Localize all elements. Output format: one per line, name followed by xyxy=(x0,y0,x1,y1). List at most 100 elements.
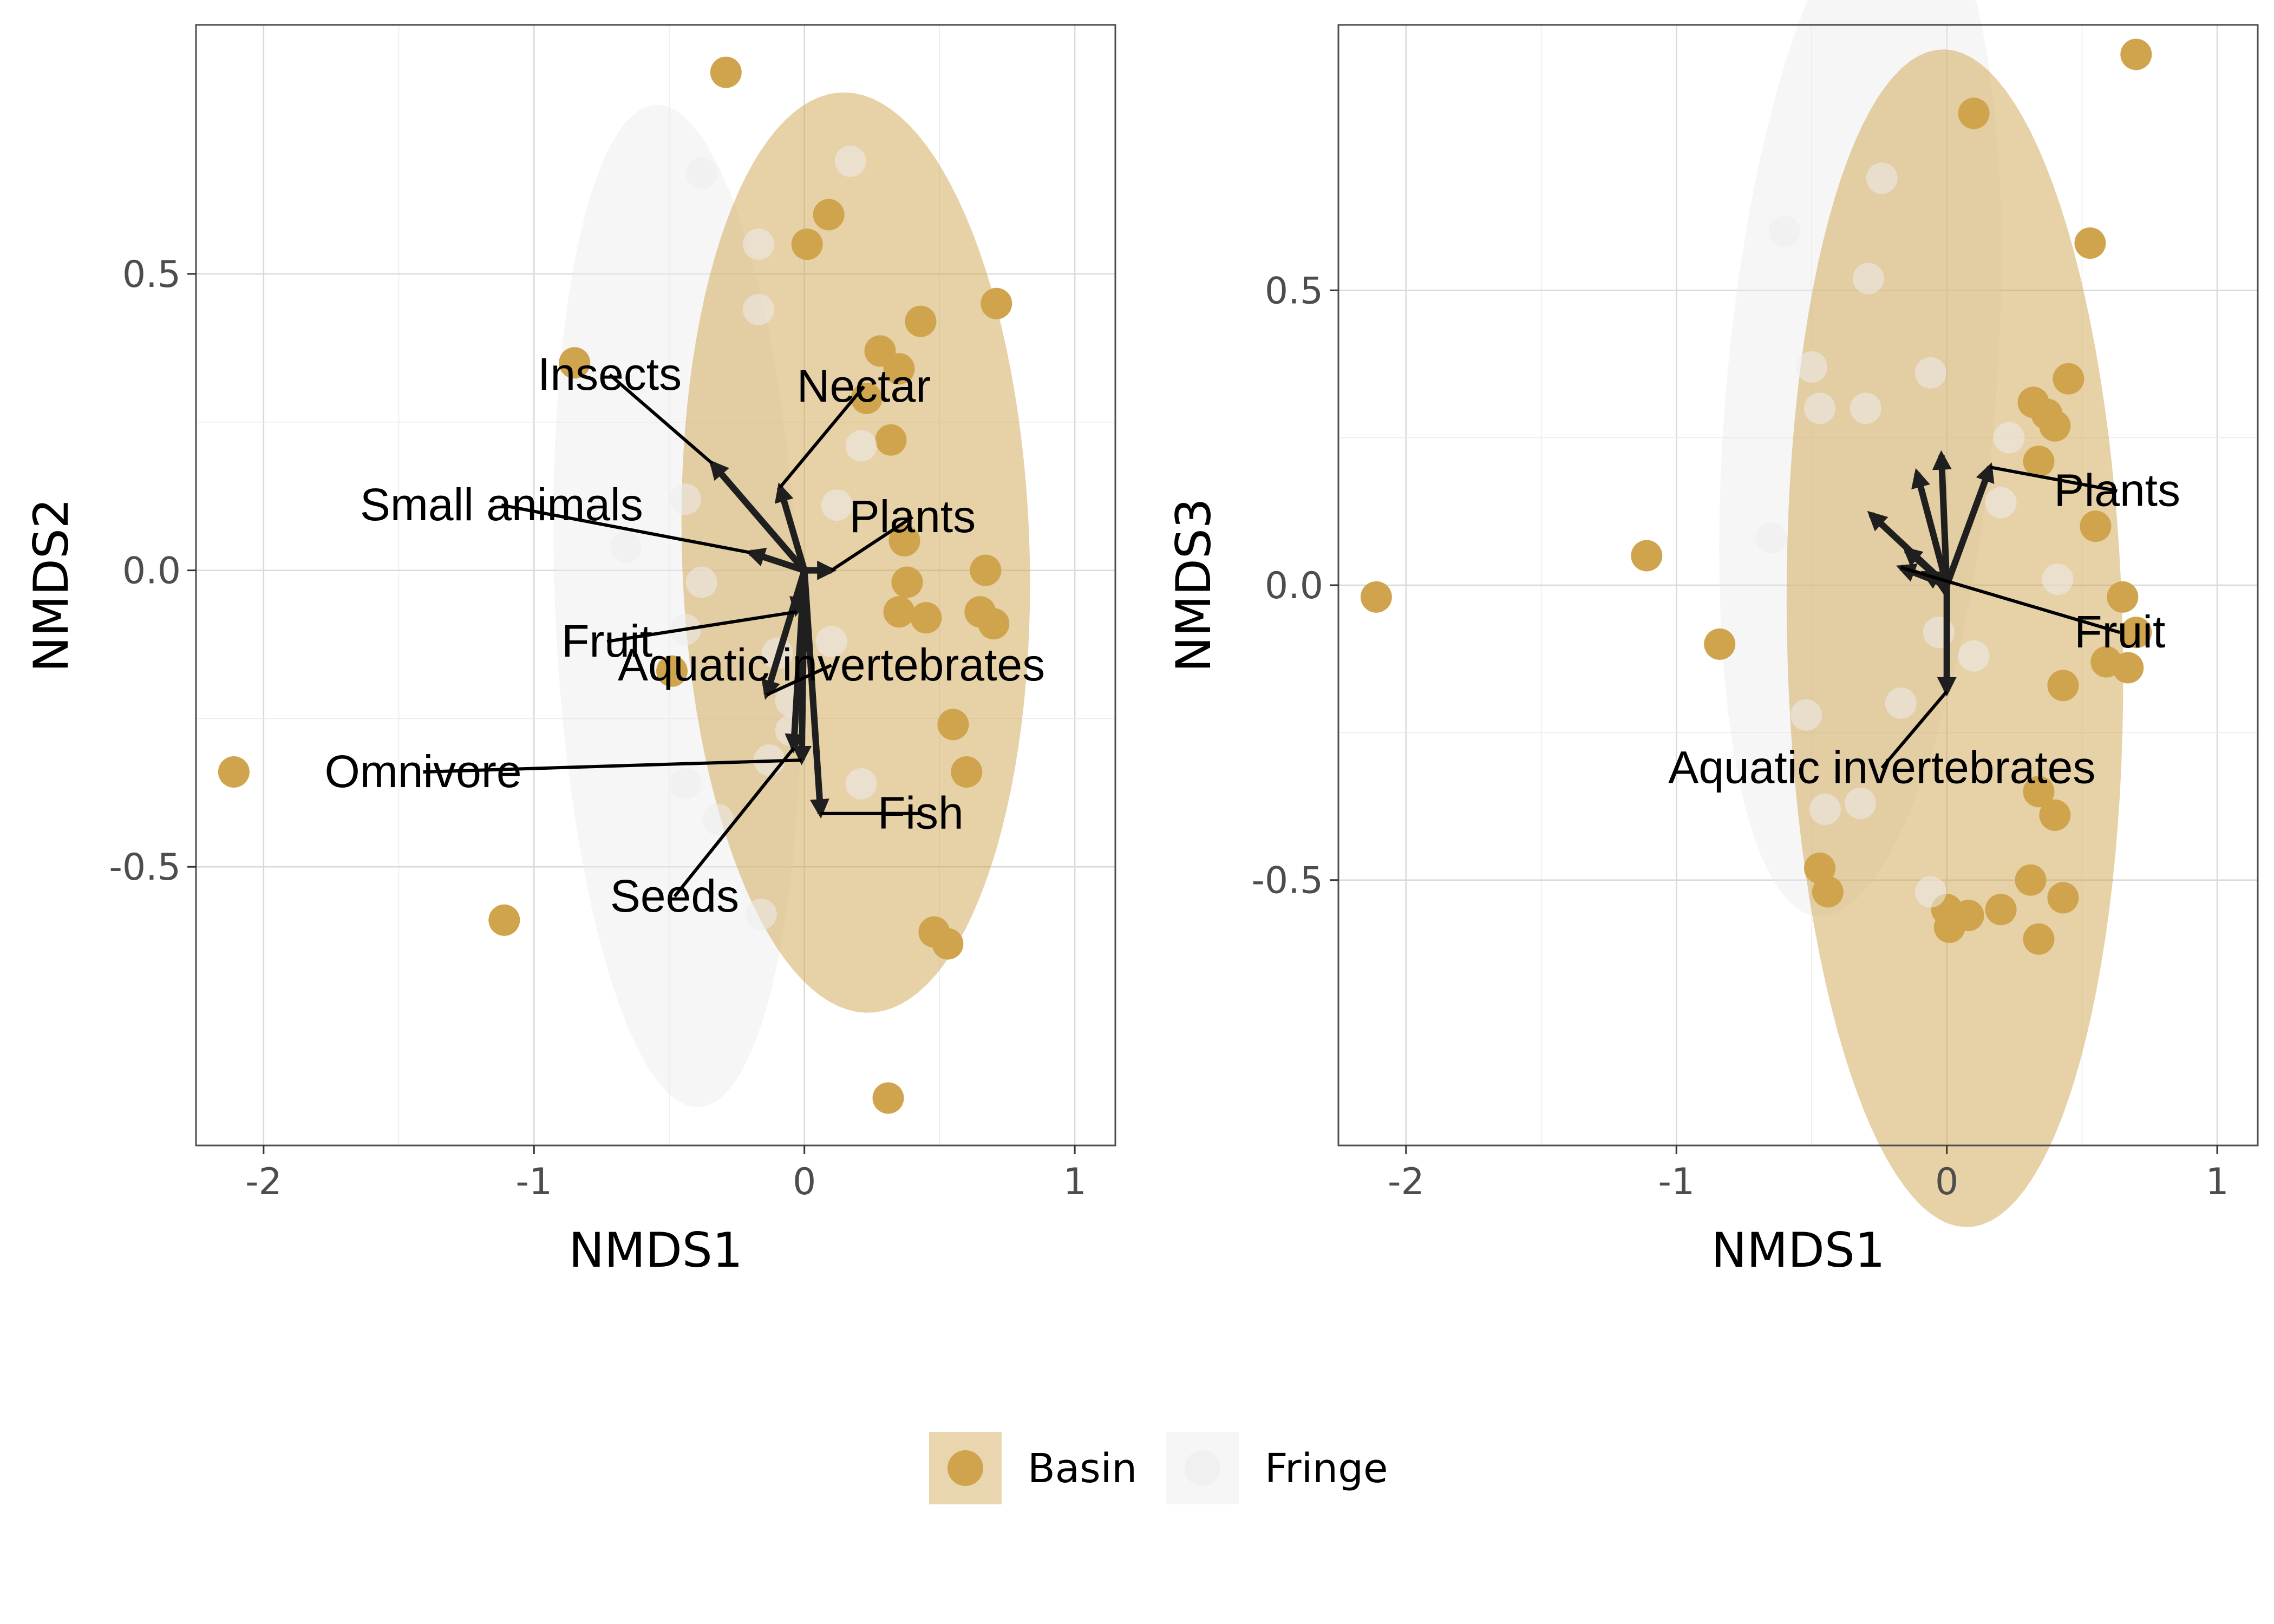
point-basin xyxy=(910,602,942,634)
legend-dot-basin xyxy=(948,1450,983,1486)
point-basin xyxy=(875,424,907,456)
point-fringe xyxy=(610,531,642,562)
point-basin xyxy=(932,928,964,960)
vector-label-fish: Fish xyxy=(878,788,964,839)
loading-vectors: Insects Nectar Small animals Plants FruitAqu… xyxy=(324,349,1045,921)
point-basin xyxy=(710,56,742,88)
point-fringe xyxy=(834,145,866,177)
point-fringe xyxy=(1852,263,1884,294)
point-basin xyxy=(813,199,845,231)
point-basin xyxy=(2023,446,2055,477)
vector-arrow-aquatic-invertebrates xyxy=(761,569,808,700)
vector-label-seeds: Seeds xyxy=(610,870,739,921)
vector-arrow-nectar xyxy=(774,482,808,572)
vector-arrow-plants xyxy=(1944,462,1995,587)
point-basin xyxy=(2047,670,2079,702)
point-basin xyxy=(2039,410,2071,442)
x-tick-label: -2 xyxy=(1388,1161,1424,1203)
y-tick-label: -0.5 xyxy=(1251,860,1323,902)
x-tick-label: 0 xyxy=(1935,1161,1958,1203)
point-basin xyxy=(951,756,983,788)
vector-arrow xyxy=(1911,468,1950,586)
point-basin xyxy=(970,554,1002,586)
vector-arrow-seeds xyxy=(785,570,808,754)
point-fringe xyxy=(1796,351,1827,383)
point-fringe xyxy=(821,489,853,521)
vector-label-omnivore: Omnivore xyxy=(324,746,521,797)
point-basin xyxy=(488,904,520,936)
point-fringe xyxy=(669,483,701,515)
point-basin xyxy=(937,709,969,741)
point-fringe xyxy=(1885,687,1917,719)
point-basin xyxy=(872,1082,904,1114)
x-tick-label: 0 xyxy=(793,1161,816,1203)
point-basin xyxy=(1631,540,1663,572)
legend-item-basin: Basin xyxy=(929,1432,1137,1504)
point-fringe xyxy=(1791,699,1822,731)
x-tick-label: -1 xyxy=(515,1161,552,1203)
label-leader-plants xyxy=(1990,466,2118,493)
vector-label-fruit: Fruit xyxy=(2074,606,2165,657)
x-tick-label: -2 xyxy=(245,1161,282,1203)
point-basin xyxy=(2047,882,2079,914)
vector-arrow-fish xyxy=(801,570,829,819)
point-fringe xyxy=(2042,564,2074,595)
point-basin xyxy=(978,608,1010,640)
point-fringe xyxy=(815,626,847,657)
legend-dot-fringe xyxy=(1185,1450,1220,1486)
vector-label-plants: Plants xyxy=(2054,465,2180,516)
point-fringe xyxy=(1958,640,1990,672)
point-basin xyxy=(1985,894,2017,926)
label-leader-plants xyxy=(830,515,914,572)
label-leader-small-animals xyxy=(501,503,751,554)
x-tick-label: -1 xyxy=(1658,1161,1695,1203)
x-axis-ticks: -2 -1 0 1 xyxy=(245,1145,1087,1203)
x-tick-label: 1 xyxy=(1063,1161,1086,1203)
legend-label-fringe: Fringe xyxy=(1265,1445,1388,1492)
nmds2-panel: Insects Nectar Small animals Plants FruitAqu… xyxy=(23,24,1116,1278)
point-fringe xyxy=(845,430,877,462)
legend-item-fringe: Fringe xyxy=(1166,1432,1388,1504)
label-leader-aquatic-invertebrates xyxy=(766,664,832,697)
y-tick-label: 0.0 xyxy=(122,550,181,593)
point-fringe xyxy=(702,803,734,835)
point-basin xyxy=(883,353,915,385)
point-basin xyxy=(2039,799,2071,831)
vector-label-plants: Plants xyxy=(850,491,976,542)
y-tick-label: 0.0 xyxy=(1265,565,1323,607)
point-fringe xyxy=(1985,487,2017,519)
x-axis-title: NMDS1 xyxy=(1711,1222,1885,1278)
point-fringe xyxy=(685,157,717,189)
label-leader-seeds xyxy=(673,747,795,898)
point-fringe xyxy=(1844,788,1876,820)
y-tick-label: -0.5 xyxy=(109,846,181,889)
x-tick-label: 1 xyxy=(2205,1161,2229,1203)
y-tick-label: 0.5 xyxy=(122,253,181,296)
point-basin xyxy=(1704,628,1736,660)
point-fringe xyxy=(845,768,877,800)
vector-arrow xyxy=(1931,576,1953,595)
x-axis-title: NMDS1 xyxy=(568,1222,742,1278)
point-basin xyxy=(559,347,591,379)
point-basin xyxy=(791,228,823,260)
point-basin xyxy=(2107,581,2139,613)
vector-arrow-insects xyxy=(709,460,807,573)
y-axis-ticks: -0.5 0.0 0.5 xyxy=(1251,270,1338,902)
label-leader-omnivore xyxy=(423,758,802,774)
point-fringe xyxy=(1809,794,1841,825)
legend: Basin Fringe xyxy=(929,1432,1388,1504)
vector-label-aquatic-invertebrates: Aquatic invertebrates xyxy=(1668,742,2095,793)
point-fringe xyxy=(669,768,701,800)
point-basin xyxy=(2120,617,2152,649)
y-axis-title: NMDS2 xyxy=(23,498,79,672)
point-basin xyxy=(888,525,920,556)
point-fringe xyxy=(742,293,774,325)
point-basin xyxy=(1804,852,1835,884)
point-fringe xyxy=(1993,422,2025,454)
y-axis-title: NMDS3 xyxy=(1166,498,1221,672)
point-fringe xyxy=(745,898,777,930)
point-basin xyxy=(656,655,688,687)
point-basin xyxy=(1360,581,1392,613)
